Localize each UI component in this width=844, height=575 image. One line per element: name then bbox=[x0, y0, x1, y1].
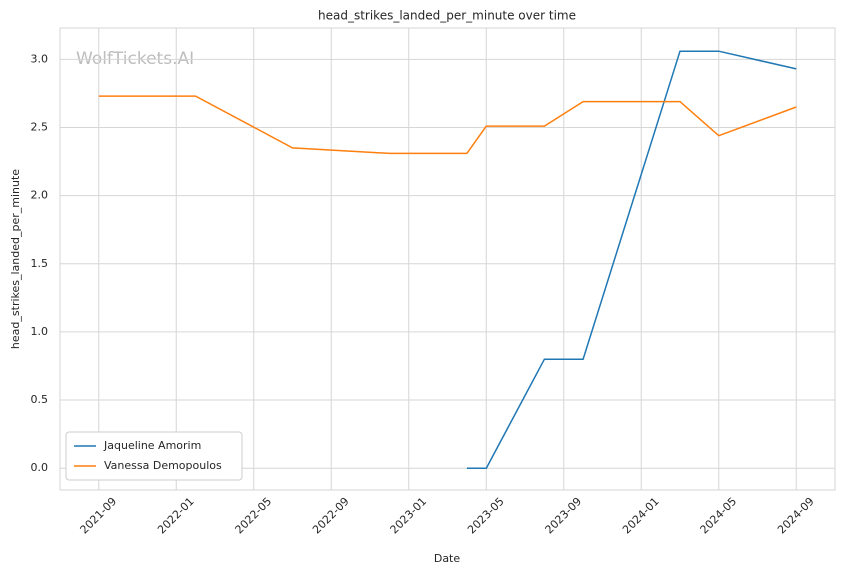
x-tick-label: 2023-09 bbox=[543, 495, 585, 537]
series-line bbox=[466, 50, 797, 469]
y-tick-label: 2.5 bbox=[31, 120, 49, 133]
x-tick-label: 2022-01 bbox=[155, 495, 197, 537]
y-tick-label: 3.0 bbox=[31, 52, 49, 65]
y-tick-label: 1.5 bbox=[31, 257, 49, 270]
x-tick-label: 2024-05 bbox=[698, 495, 740, 537]
x-tick-label: 2023-05 bbox=[465, 495, 507, 537]
x-axis-label: Date bbox=[434, 552, 461, 565]
y-tick-label: 0.0 bbox=[31, 461, 49, 474]
x-tick-label: 2021-09 bbox=[78, 495, 120, 537]
legend: Jaqueline Amorim Vanessa Demopoulos bbox=[65, 431, 243, 481]
chart-title: head_strikes_landed_per_minute over time bbox=[318, 9, 576, 23]
x-tick-label: 2022-05 bbox=[233, 495, 275, 537]
grid bbox=[60, 28, 835, 490]
y-axis-label: head_strikes_landed_per_minute bbox=[9, 169, 22, 349]
x-tick-label: 2023-01 bbox=[388, 495, 430, 537]
y-tick-label: 2.0 bbox=[31, 189, 49, 202]
y-tick-label: 0.5 bbox=[31, 393, 49, 406]
y-tick-label: 1.0 bbox=[31, 325, 49, 338]
x-tick-label: 2022-09 bbox=[310, 495, 352, 537]
x-tick-label: 2024-01 bbox=[620, 495, 662, 537]
x-tick-label: 2024-09 bbox=[775, 495, 817, 537]
plot-area bbox=[59, 27, 836, 491]
lines bbox=[98, 50, 797, 469]
legend-label: Vanessa Demopoulos bbox=[104, 459, 222, 472]
series-line bbox=[98, 95, 797, 155]
legend-box bbox=[65, 431, 243, 481]
legend-label: Jaqueline Amorim bbox=[103, 439, 201, 452]
